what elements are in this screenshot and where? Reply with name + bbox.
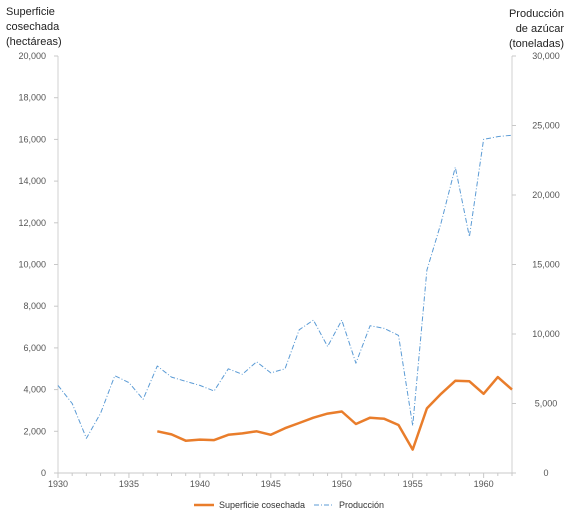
left-axis-title: Superficie cosechada (hectáreas) [6,5,62,50]
left-axis-tick-label: 2,000 [23,426,46,436]
right-axis-tick-label: 30,000 [532,51,560,61]
x-axis-tick-label: 1935 [119,479,139,489]
legend-label: Producción [339,500,384,510]
right-axis-tick-label: 5,000 [535,399,558,409]
right-axis-tick-label: 25,000 [532,121,560,131]
x-axis-tick-label: 1940 [190,479,210,489]
right-axis-tick-label: 0 [543,468,548,478]
right-axis-title-line: de azúcar [515,23,564,35]
left-axis-tick-label: 8,000 [23,301,46,311]
left-axis-tick-label: 14,000 [18,176,46,186]
right-axis-tick-label: 10,000 [532,329,560,339]
left-axis-tick-label: 12,000 [18,218,46,228]
right-axis-tick-label: 15,000 [532,260,560,270]
left-axis-title-line: (hectáreas) [6,36,62,48]
right-axis-title-line: Producción [508,8,564,20]
x-axis-tick-label: 1950 [332,479,352,489]
series-line [157,375,513,451]
left-axis-tick-label: 0 [41,468,46,478]
legend-label: Superficie cosechada [219,500,305,510]
right-axis-title: Producción de azúcar (toneladas) [509,7,564,52]
series-line [57,134,513,439]
left-axis-tick-label: 6,000 [23,343,46,353]
left-axis-tick-label: 20,000 [18,51,46,61]
x-axis-tick-label: 1930 [48,479,68,489]
x-axis-tick-label: 1955 [403,479,423,489]
left-axis-tick-label: 16,000 [18,134,46,144]
left-axis-title-line: cosechada [6,21,60,33]
x-axis-tick-label: 1960 [474,479,494,489]
right-axis-tick-label: 20,000 [532,190,560,200]
x-axis-tick-label: 1945 [261,479,281,489]
left-axis-tick-label: 4,000 [23,385,46,395]
left-axis-tick-label: 10,000 [18,260,46,270]
left-axis-title-line: Superficie [6,6,55,18]
right-axis-title-line: (toneladas) [508,38,564,50]
left-axis-tick-label: 18,000 [18,93,46,103]
